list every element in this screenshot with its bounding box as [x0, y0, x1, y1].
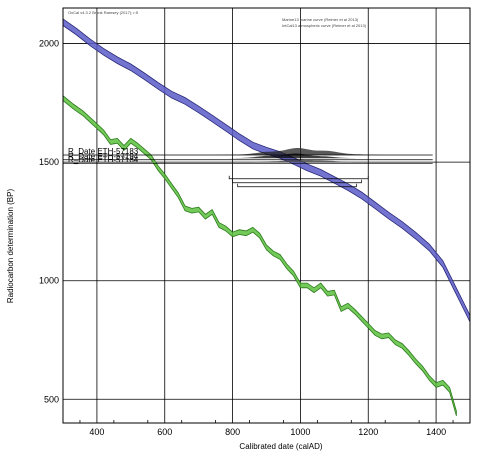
x-tick-label: 800	[225, 427, 240, 437]
date-range-bracket-3	[237, 183, 357, 188]
date-label-2: R_Date ETH-57194	[68, 152, 139, 161]
software-note: OxCal v4.3.2 Bronk Ramsey (2017); r:5	[68, 10, 139, 15]
y-tick-label: 500	[44, 394, 59, 404]
date-range-bracket-1	[228, 175, 369, 180]
x-tick-label: 400	[89, 427, 104, 437]
x-tick-label: 1400	[426, 427, 446, 437]
x-tick-label: 1000	[290, 427, 310, 437]
date-distribution-3	[232, 159, 375, 163]
date-range-bracket-2	[232, 179, 362, 184]
date-label-3: R_Date ETH-57184	[68, 155, 139, 164]
x-axis-title: Calibrated date (calAD)	[239, 442, 322, 451]
probability-distributions	[212, 148, 389, 163]
y-tick-label: 2000	[39, 39, 59, 49]
y-tick-label: 1000	[39, 276, 59, 286]
x-tick-label: 600	[157, 427, 172, 437]
y-tick-label: 1500	[39, 157, 59, 167]
date-distribution-1	[212, 148, 389, 155]
plot-frame	[62, 7, 471, 424]
date-distribution-2	[215, 153, 372, 159]
y-axis-title: Radiocarbon determination (BP)	[6, 189, 15, 304]
marine-curve-band	[62, 18, 471, 323]
legend-entry-intcal: IntCal13 atmospheric curve (Reimer et al…	[282, 23, 367, 28]
legend: Marine13 marine curve (Reimer et al 2013…	[282, 17, 367, 28]
grid	[63, 8, 470, 423]
legend-entry-marine: Marine13 marine curve (Reimer et al 2013…	[282, 17, 359, 22]
date-label-1: R_Date ETH-57183	[68, 147, 139, 156]
intcal-curve-band	[62, 94, 457, 417]
series-layer	[62, 18, 471, 417]
x-tick-label: 1200	[358, 427, 378, 437]
ticks: 400 600 800 1000 1200 1400 500 1000 1500 2000	[39, 39, 454, 437]
